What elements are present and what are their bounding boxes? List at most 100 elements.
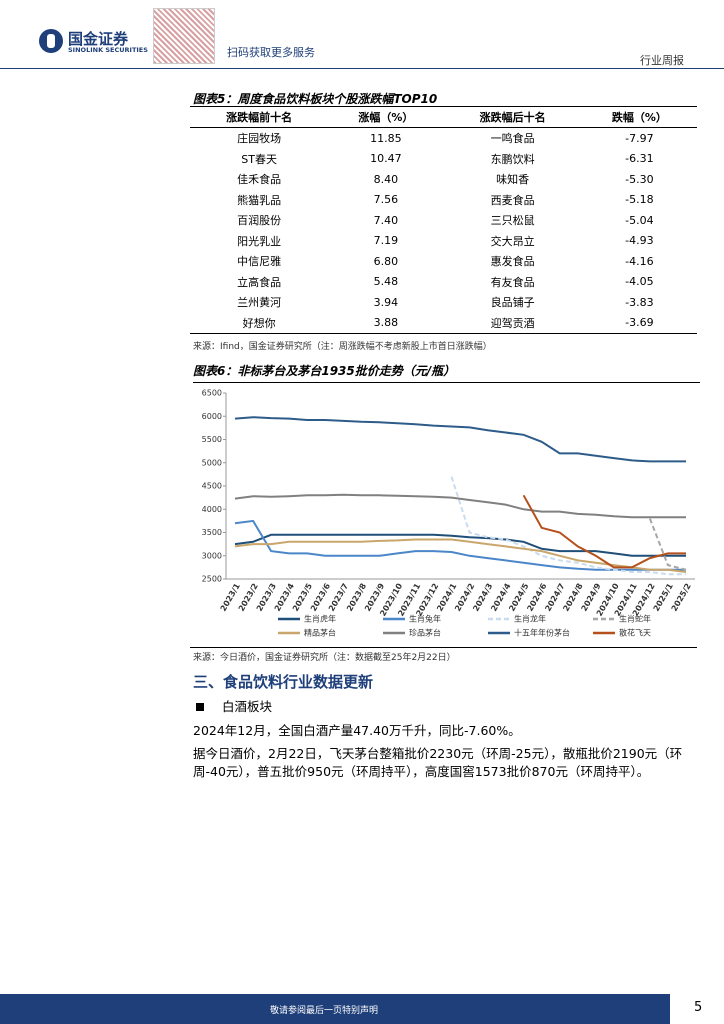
table-cell: 迎驾贡酒 — [443, 312, 582, 334]
legend-label: 散花飞天 — [619, 628, 651, 638]
y-tick-label: 6000 — [202, 412, 222, 421]
table-cell: -4.05 — [625, 275, 654, 289]
series-line — [450, 476, 686, 576]
y-tick-label: 3000 — [202, 551, 222, 560]
legend-label: 十五年年份茅台 — [514, 628, 570, 638]
legend-label: 生肖兔年 — [409, 614, 441, 624]
header-rule — [0, 68, 724, 69]
y-tick-label: 3500 — [202, 528, 222, 537]
column-header: 跌幅（%） — [581, 106, 697, 128]
table-cell: 3.88 — [328, 312, 444, 334]
table-row: 佳禾食品 8.40 味知香 -5.30 — [190, 169, 697, 190]
footer-disclaimer: 敬请参阅最后一页特别声明 — [270, 1006, 379, 1016]
table-row: 百润股份 7.40 三只松鼠 -5.04 — [190, 210, 697, 231]
table-cell: 3.94 — [373, 295, 399, 309]
qr-text: 扫码获取更多服务 — [227, 46, 315, 59]
table-cell: -7.97 — [625, 131, 654, 145]
table-cell: -3.83 — [625, 295, 654, 309]
chart-rule — [190, 647, 697, 648]
table-cell: 良品铺子 — [490, 296, 535, 310]
table-cell: 三只松鼠 — [490, 214, 535, 228]
legend-label: 生肖龙年 — [514, 614, 546, 624]
table-cell: 7.40 — [373, 213, 399, 227]
table-cell: 7.19 — [373, 234, 399, 248]
table-cell: -4.93 — [625, 234, 654, 248]
table-cell: 东鹏饮料 — [490, 152, 535, 166]
table: 涨跌幅前十名 涨幅（%） 涨跌幅后十名 跌幅（%） 庄园牧场 11.85 一鸣食品 -7.97… — [190, 106, 697, 334]
table-cell: 熊猫乳品 — [237, 193, 282, 207]
table-cell: 交大昂立 — [490, 234, 535, 248]
y-tick-label: 5000 — [202, 458, 222, 467]
table-cell: 味知香 — [496, 173, 530, 187]
table-cell: -4.16 — [625, 254, 654, 268]
table-row: 庄园牧场 11.85 一鸣食品 -7.97 — [190, 128, 697, 149]
legend-label: 生肖虎年 — [304, 614, 336, 624]
table-row: 熊猫乳品 7.56 西麦食品 -5.18 — [190, 190, 697, 211]
table-title: 图表5：周度食品饮料板块个股涨跌幅TOP10 — [193, 92, 438, 106]
table-cell: 中信尼雅 — [237, 255, 282, 269]
series-line — [522, 494, 686, 569]
legend-label: 珍品茅台 — [409, 628, 441, 638]
table-cell: -3.69 — [581, 312, 697, 334]
table-cell: 好想你 — [190, 312, 329, 334]
table-cell: 一鸣食品 — [490, 132, 535, 146]
table-cell: 庄园牧场 — [237, 132, 282, 146]
table-cell: 10.47 — [370, 152, 402, 166]
table-cell: 惠发食品 — [490, 255, 535, 269]
bullet-text: 白酒板块 — [222, 699, 273, 714]
table-cell: 5.48 — [373, 275, 399, 289]
column-header: 涨跌幅后十名 — [443, 106, 582, 128]
report-type: 行业周报 — [640, 54, 684, 67]
table-cell: 7.56 — [373, 193, 399, 207]
series-line — [648, 518, 687, 571]
table-cell: 阳光乳业 — [237, 234, 282, 248]
page-number: 5 — [694, 1000, 703, 1015]
table-cell: 有友食品 — [490, 275, 535, 289]
table-cell: 百润股份 — [237, 214, 282, 228]
table-cell: -5.04 — [625, 213, 654, 227]
chart-title: 图表6：非标茅台及茅台1935批价走势（元/瓶） — [193, 362, 700, 383]
table-cell: 6.80 — [373, 254, 399, 268]
company-name: 国金证券 — [68, 30, 129, 48]
y-tick-label: 2500 — [202, 575, 222, 584]
chart: 2500300035004000450050005500600065002023… — [202, 389, 695, 638]
series-line — [234, 533, 686, 557]
bullet-icon — [196, 703, 204, 711]
table-cell: -6.31 — [625, 152, 654, 166]
table-cell: 8.40 — [373, 172, 399, 186]
series-line — [234, 519, 686, 571]
chart-source: 来源：今日酒价，国金证券研究所（注：数据截至25年2月22日） — [193, 653, 456, 663]
table-row: 好想你 3.88 迎驾贡酒 -3.69 — [190, 312, 697, 334]
table-row: 立高食品 5.48 有友食品 -4.05 — [190, 272, 697, 293]
logo-icon — [39, 29, 63, 53]
footer-bar — [0, 994, 670, 1024]
table-source: 来源：Ifind，国金证券研究所（注：周涨跌幅不考虑新股上市首日涨跌幅） — [193, 342, 492, 352]
y-tick-label: 4500 — [202, 482, 222, 491]
qr-code — [153, 8, 215, 64]
table-cell: -5.18 — [625, 193, 654, 207]
company-en: SINOLINK SECURITIES — [68, 46, 148, 54]
y-tick-label: 6500 — [202, 389, 222, 398]
column-header: 涨跌幅前十名 — [190, 106, 329, 128]
table-cell: 西麦食品 — [490, 193, 535, 207]
section-heading: 三、食品饮料行业数据更新 — [193, 673, 374, 691]
table-row: 中信尼雅 6.80 惠发食品 -4.16 — [190, 251, 697, 272]
table-cell: 兰州黄河 — [237, 296, 282, 310]
table-cell: 佳禾食品 — [237, 173, 282, 187]
legend-label: 生肖蛇年 — [619, 614, 651, 624]
table-header: 涨跌幅前十名 涨幅（%） 涨跌幅后十名 跌幅（%） — [190, 106, 697, 128]
column-header: 涨幅（%） — [328, 106, 444, 128]
table-cell: -5.30 — [625, 172, 654, 186]
table-row: ST春天 10.47 东鹏饮料 -6.31 — [190, 149, 697, 170]
y-tick-label: 5500 — [202, 435, 222, 444]
paragraph: 2024年12月，全国白酒产量47.40万千升，同比-7.60%。 — [193, 723, 521, 738]
legend-label: 精品茅台 — [304, 628, 336, 638]
table-cell: ST春天 — [241, 152, 277, 166]
table-row: 阳光乳业 7.19 交大昂立 -4.93 — [190, 231, 697, 252]
series-line — [234, 493, 686, 519]
table-row: 兰州黄河 3.94 良品铺子 -3.83 — [190, 292, 697, 313]
paragraph: 据今日酒价，2月22日，飞天茅台整箱批价2230元（环周-25元），散瓶批价21… — [193, 746, 683, 779]
table-cell: 11.85 — [370, 131, 402, 145]
y-tick-label: 4000 — [202, 505, 222, 514]
